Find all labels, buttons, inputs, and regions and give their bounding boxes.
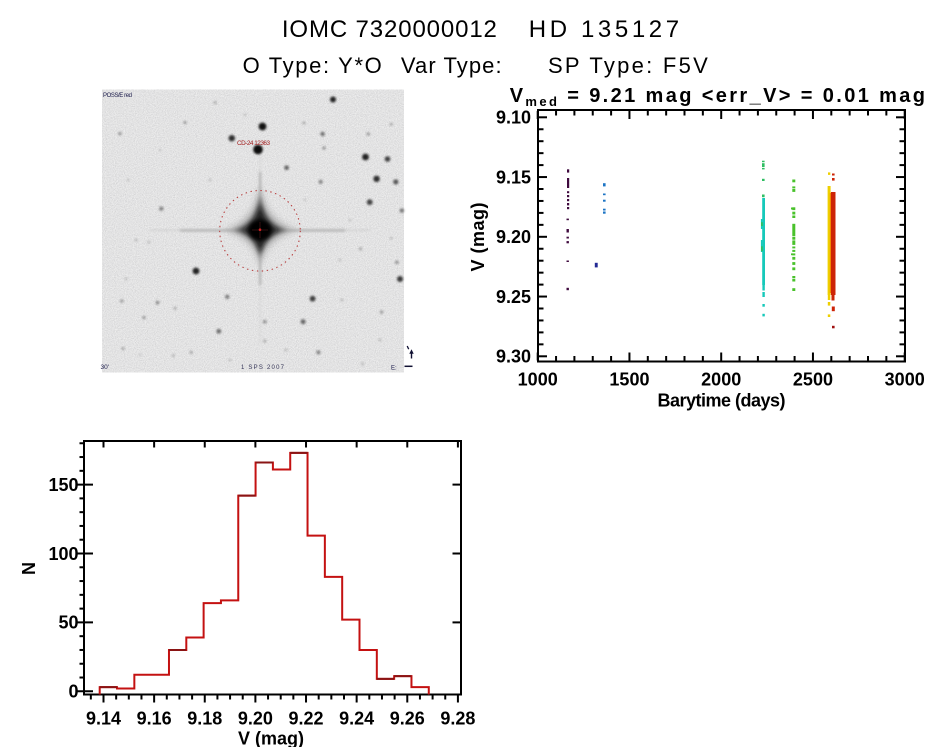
svg-text:9.24: 9.24: [339, 709, 374, 729]
svg-text:2000: 2000: [701, 370, 741, 390]
svg-text:1 SPS 2007: 1 SPS 2007: [241, 365, 285, 371]
svg-text:O Type: Y*O: O Type: Y*O: [243, 53, 382, 78]
svg-text:30': 30': [101, 364, 109, 371]
svg-text:9.15: 9.15: [496, 167, 531, 187]
svg-text:9.20: 9.20: [238, 709, 273, 729]
svg-text:150: 150: [48, 475, 78, 495]
svg-text:9.10: 9.10: [496, 108, 531, 128]
svg-text:100: 100: [48, 544, 78, 564]
svg-text:9.25: 9.25: [496, 287, 531, 307]
svg-text:9.14: 9.14: [86, 709, 121, 729]
svg-text:IOMC 7320000012: IOMC 7320000012: [282, 16, 497, 43]
svg-text:V (mag): V (mag): [468, 203, 488, 272]
svg-text:SP Type: F5V: SP Type: F5V: [548, 53, 708, 78]
svg-text:9.28: 9.28: [440, 709, 475, 729]
svg-text:E:: E:: [391, 366, 397, 372]
svg-text:9.18: 9.18: [187, 709, 222, 729]
svg-text:CD-24 12363: CD-24 12363: [237, 140, 270, 147]
svg-text:9.26: 9.26: [390, 709, 425, 729]
svg-text:HD 135127: HD 135127: [529, 16, 679, 43]
svg-text:V (mag): V (mag): [238, 729, 304, 747]
svg-text:9.20: 9.20: [496, 227, 531, 247]
svg-text:1500: 1500: [609, 370, 649, 390]
svg-text:9.22: 9.22: [288, 709, 323, 729]
svg-text:POSS/E red: POSS/E red: [103, 93, 132, 99]
svg-text:1000: 1000: [518, 370, 558, 390]
svg-text:Barytime (days): Barytime (days): [658, 391, 786, 411]
svg-text:3000: 3000: [885, 370, 925, 390]
svg-text:N: N: [19, 562, 39, 575]
svg-text:0: 0: [68, 682, 78, 702]
svg-text:Var Type:: Var Type:: [401, 53, 502, 78]
svg-text:2500: 2500: [793, 370, 833, 390]
svg-text:9.30: 9.30: [496, 347, 531, 367]
svg-text:9.16: 9.16: [137, 709, 172, 729]
svg-text:50: 50: [58, 613, 78, 633]
